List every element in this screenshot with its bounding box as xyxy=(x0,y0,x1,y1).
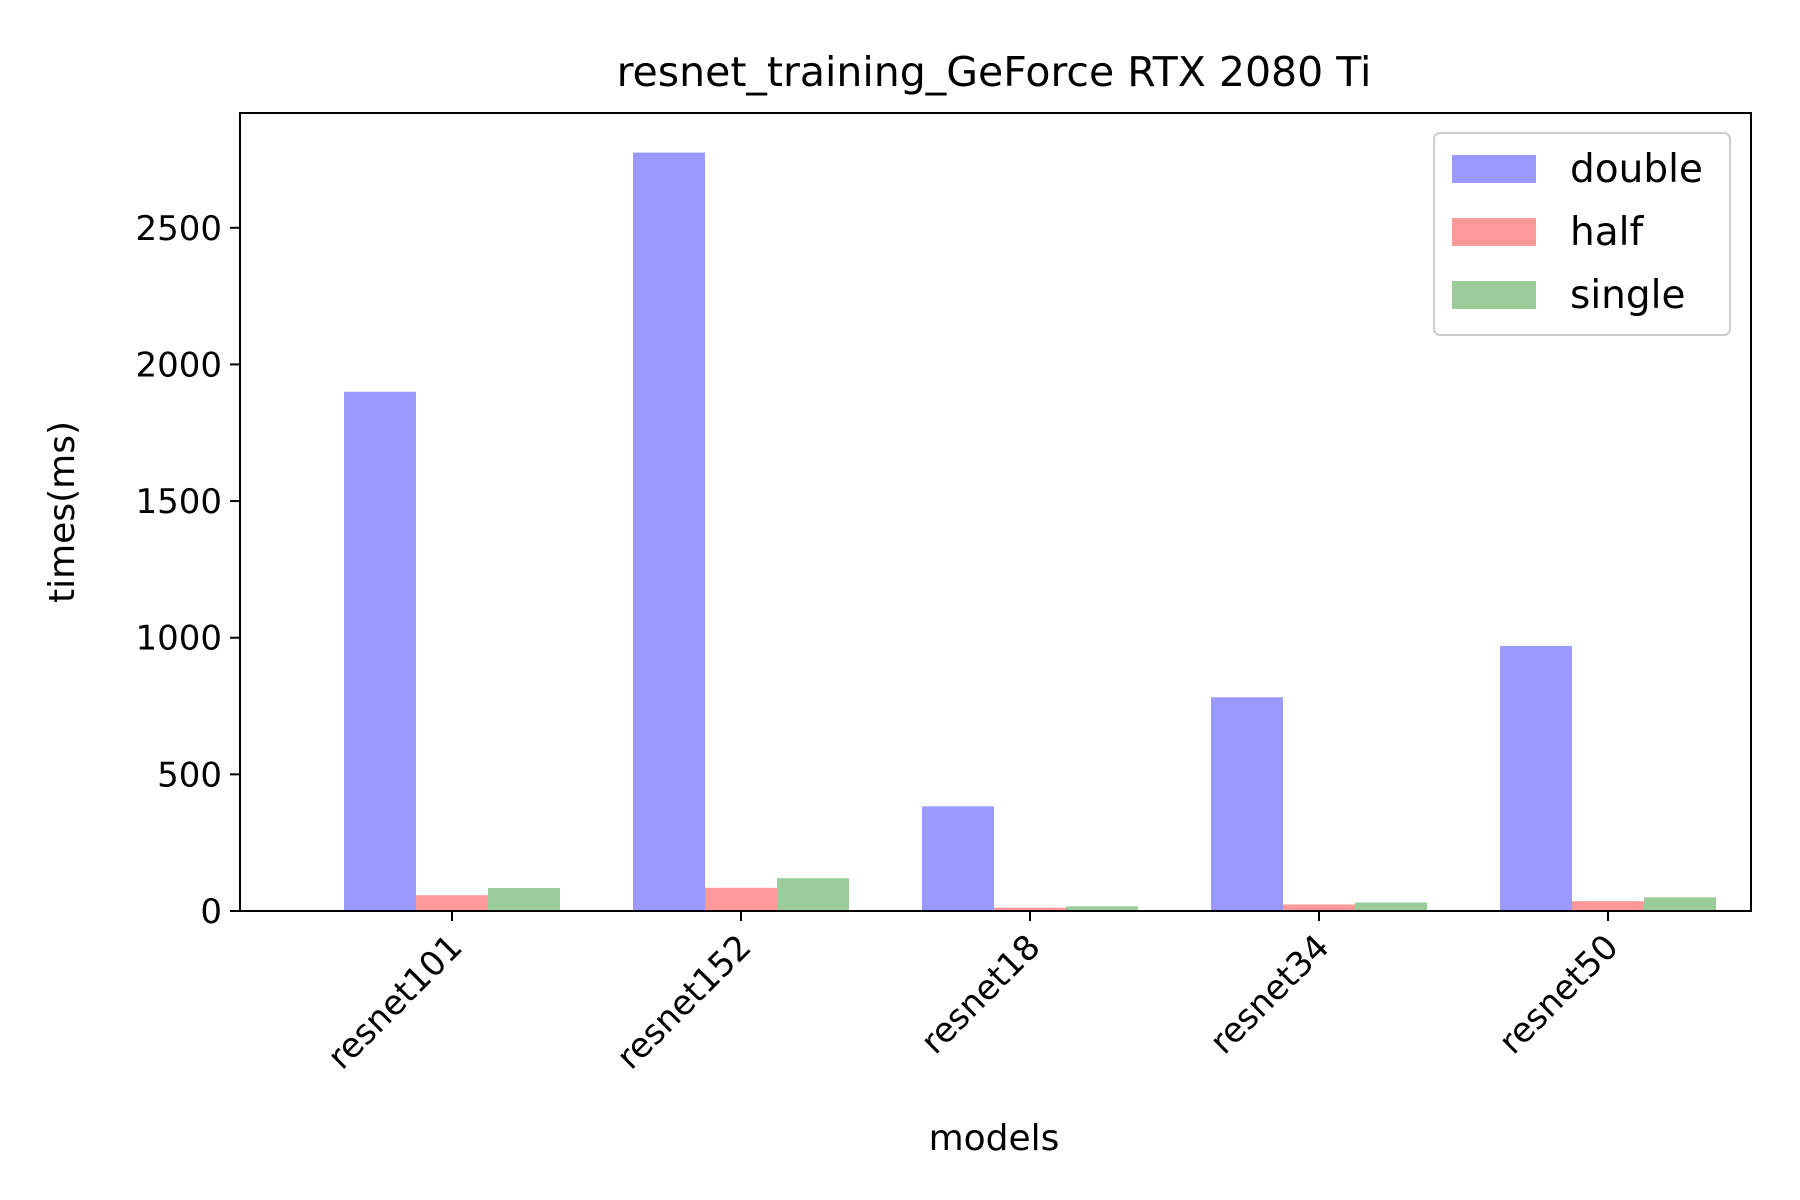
y-tick-label: 0 xyxy=(200,892,222,932)
bars-layer xyxy=(344,152,1716,911)
legend-label-half: half xyxy=(1570,210,1644,255)
bar-single-resnet50 xyxy=(1644,897,1716,911)
y-tick-label: 1000 xyxy=(135,619,222,659)
bar-single-resnet101 xyxy=(488,888,560,911)
bar-half-resnet50 xyxy=(1572,901,1644,911)
y-axis-label: times(ms) xyxy=(42,421,83,603)
y-tick-label: 500 xyxy=(157,755,222,795)
bar-half-resnet101 xyxy=(416,895,488,911)
legend-label-double: double xyxy=(1570,147,1703,192)
bar-double-resnet101 xyxy=(344,391,416,911)
y-tick-label: 2500 xyxy=(135,209,222,249)
chart-title: resnet_training_GeForce RTX 2080 Ti xyxy=(617,48,1372,96)
bar-single-resnet34 xyxy=(1355,902,1427,911)
y-tick-label: 1500 xyxy=(135,482,222,522)
bar-single-resnet152 xyxy=(777,878,849,911)
legend-swatch-double xyxy=(1452,155,1536,183)
legend-label-single: single xyxy=(1570,273,1685,318)
bar-double-resnet50 xyxy=(1500,645,1572,911)
bar-double-resnet152 xyxy=(633,152,705,911)
bar-half-resnet152 xyxy=(705,887,777,911)
bar-double-resnet34 xyxy=(1211,697,1283,911)
legend-swatch-half xyxy=(1452,218,1536,246)
x-axis-label: models xyxy=(929,1118,1060,1159)
legend-swatch-single xyxy=(1452,281,1536,309)
y-axis: 0 500 1000 1500 2000 2500 xyxy=(135,209,240,932)
bar-double-resnet18 xyxy=(922,806,994,911)
plot-frame xyxy=(239,112,1752,912)
bar-half-resnet18 xyxy=(994,907,1066,911)
legend: double half single xyxy=(1433,132,1731,336)
bar-half-resnet34 xyxy=(1283,904,1355,911)
bar-single-resnet18 xyxy=(1066,906,1138,911)
y-tick-label: 2000 xyxy=(135,345,222,385)
